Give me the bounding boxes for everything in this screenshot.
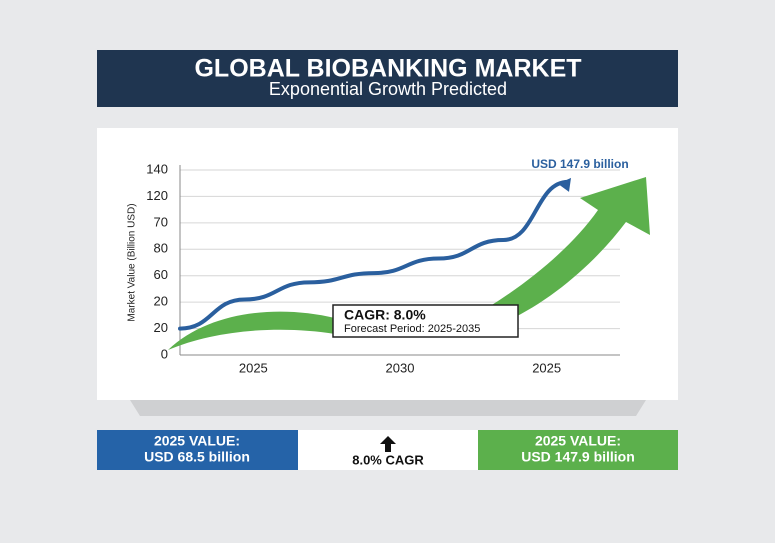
y-tick-label: 140 [146,161,168,176]
cagr-box [332,304,519,338]
end-label: USD 147.9 billion [531,157,628,171]
right-box [478,430,678,470]
y-tick-label: 60 [154,267,168,282]
cagr-title: CAGR: 8.0% [344,307,426,323]
middle-label: 8.0% CAGR [352,452,424,467]
y-tick-label: 120 [146,188,168,203]
header-band [97,50,678,107]
line [178,179,570,331]
title: GLOBAL BIOBANKING MARKET [194,55,581,83]
y-tick-label: 0 [161,346,168,361]
left-label: 2025 VALUE: [154,433,240,449]
panel-shadow [130,400,646,416]
line-arrowhead [558,177,571,192]
growth-arrow [168,177,650,350]
x-tick-label: 2030 [386,360,415,375]
subtitle: Exponential Growth Predicted [269,79,507,99]
y-tick-label: 70 [154,214,168,229]
y-axis-label: Market Value (Billion USD) [127,203,138,321]
right-label: 2025 VALUE: [535,433,621,449]
y-tick-label: 20 [154,294,168,309]
y-tick-label: 20 [154,320,168,335]
right-value: USD 147.9 billion [521,449,635,465]
cagr-period: Forecast Period: 2025-2035 [344,323,480,335]
x-tick-label: 2025 [239,360,268,375]
x-tick-label: 2025 [532,360,561,375]
up-arrow [380,436,396,452]
left-value: USD 68.5 billion [144,449,250,465]
left-box [97,430,298,470]
y-tick-label: 80 [154,241,168,256]
overlay [178,177,571,331]
